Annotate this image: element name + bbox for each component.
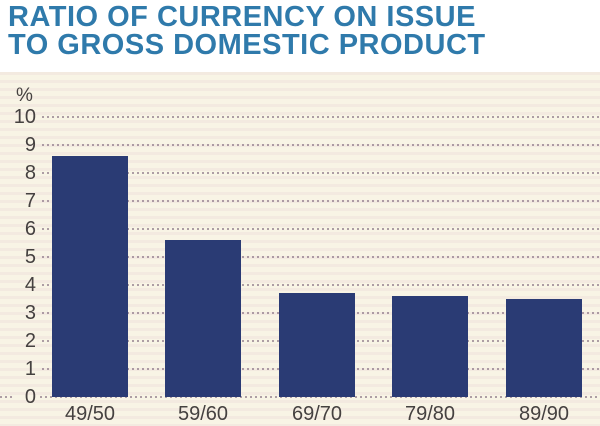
chart-title: RATIO OF CURRENCY ON ISSUE TO GROSS DOME…	[8, 1, 486, 61]
bar-69/70	[279, 293, 355, 397]
y-axis-label-7: 7	[24, 190, 36, 212]
bar-89/90	[506, 299, 582, 397]
chart-panel: % 0 1 2 3 4 5 6 7 8 9 10 49/50 59/60 69/70 79/80 89/90	[0, 72, 600, 426]
gridline-0-left-stub	[0, 396, 13, 398]
y-axis-label-6: 6	[24, 218, 36, 240]
bar-59/60	[165, 240, 241, 397]
x-axis-label-49/50: 49/50	[64, 403, 116, 425]
y-axis-label-0: 0	[24, 386, 36, 408]
y-axis-unit-label: %	[16, 85, 33, 106]
chart-title-line-1: RATIO OF CURRENCY ON ISSUE	[8, 1, 476, 33]
y-axis-label-1: 1	[24, 358, 36, 380]
x-axis-label-79/80: 79/80	[404, 403, 456, 425]
gridline-9	[42, 144, 600, 146]
gridline-0	[40, 396, 600, 398]
y-axis-label-5: 5	[24, 246, 36, 268]
y-axis-label-10: 10	[13, 106, 36, 128]
gridline-10	[42, 116, 600, 118]
y-axis-label-2: 2	[24, 330, 36, 352]
x-axis-label-69/70: 69/70	[291, 403, 343, 425]
gridline-7	[42, 200, 600, 202]
gridline-4	[42, 284, 600, 286]
y-axis-label-3: 3	[24, 302, 36, 324]
gridline-6	[42, 228, 600, 230]
gridline-8	[42, 172, 600, 174]
bar-49/50	[52, 156, 128, 397]
x-axis-label-89/90: 89/90	[518, 403, 570, 425]
y-axis-label-4: 4	[24, 274, 36, 296]
x-axis-label-59/60: 59/60	[177, 403, 229, 425]
gridline-5	[42, 256, 600, 258]
chart-title-line-2: TO GROSS DOMESTIC PRODUCT	[8, 29, 486, 61]
y-axis-label-8: 8	[24, 162, 36, 184]
y-axis-label-9: 9	[24, 134, 36, 156]
bar-79/80	[392, 296, 468, 397]
